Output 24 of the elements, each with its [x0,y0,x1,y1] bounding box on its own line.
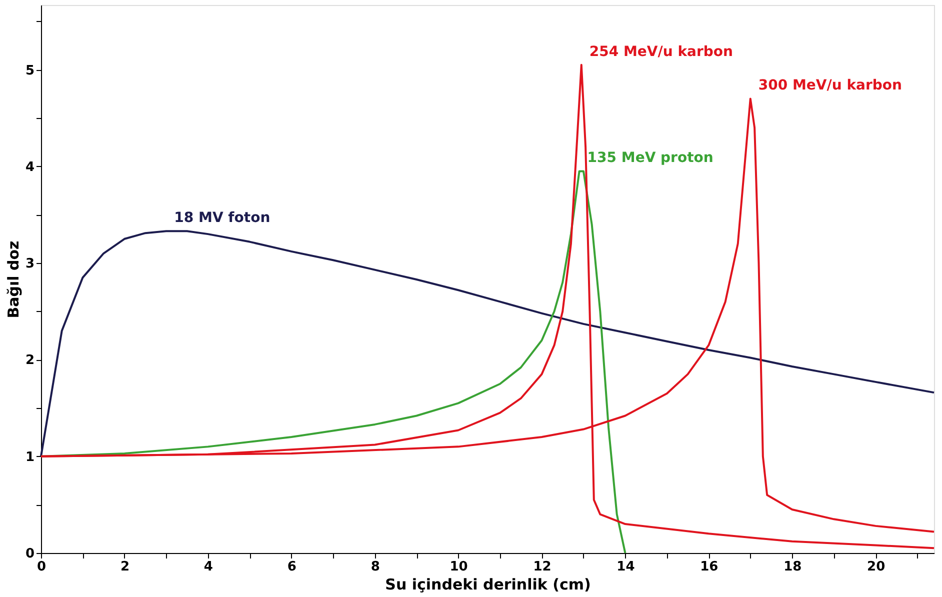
x-tick-label: 12 [533,560,552,574]
y-tick-label: 1 [25,450,34,465]
line-series [40,230,935,458]
y-tick-label: 0 [25,546,34,562]
y-tick-label: 5 [25,63,34,78]
x-tick-label: 0 [36,560,46,574]
x-tick-label: 20 [867,560,886,574]
x-tick-label: 18 [784,560,802,574]
x-tick-label: 16 [700,560,718,574]
y-tick-label: 4 [25,160,34,175]
y-axis-title: Bağıl doz [4,240,22,318]
x-tick-label: 4 [204,560,213,574]
x-tick-label: 2 [120,560,130,574]
x-tick-label: 14 [616,560,635,574]
series-label: 254 MeV/u karbon [589,44,733,60]
series-label: 300 MeV/u karbon [758,78,902,94]
x-tick-label: 6 [287,560,296,574]
series-label: 135 MeV proton [587,150,714,166]
y-tick-label: 2 [25,353,34,368]
series-label: 18 MV foton [174,210,270,226]
x-tick-label: 8 [370,560,380,574]
x-tick-label: 10 [450,560,468,574]
y-tick-label: 3 [25,256,34,272]
x-axis-title: Su içindeki derinlik (cm) [385,576,591,594]
